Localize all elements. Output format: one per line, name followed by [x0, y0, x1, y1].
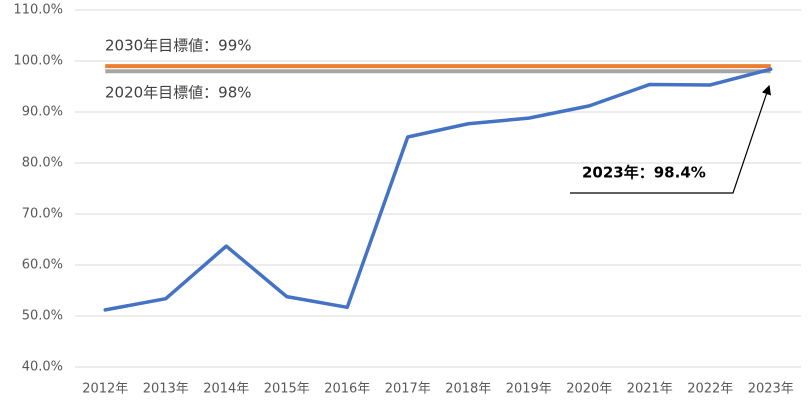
data-line	[103, 67, 773, 312]
y-tick-label: 40.0%	[22, 360, 63, 375]
y-tick-label: 110.0%	[13, 3, 63, 18]
y-tick-label: 80.0%	[22, 156, 63, 171]
y-tick-label: 50.0%	[22, 309, 63, 324]
x-tick-label: 2017年	[385, 382, 431, 397]
x-tick-label: 2013年	[143, 382, 189, 397]
x-tick-label: 2015年	[264, 382, 310, 397]
x-tick-label: 2023年	[748, 382, 794, 397]
annotation-arrow	[570, 84, 771, 194]
x-tick-label: 2019年	[506, 382, 552, 397]
y-tick-label: 70.0%	[22, 207, 63, 222]
x-tick-label: 2021年	[627, 382, 673, 397]
x-tick-label: 2018年	[445, 382, 491, 397]
x-tick-label: 2022年	[687, 382, 733, 397]
x-tick-label: 2014年	[203, 382, 249, 397]
x-tick-label: 2016年	[324, 382, 370, 397]
x-tick-label: 2012年	[82, 382, 128, 397]
y-tick-label: 100.0%	[13, 54, 63, 69]
y-tick-label: 60.0%	[22, 258, 63, 273]
x-tick-label: 2020年	[566, 382, 612, 397]
reference-label: 2020年目標値：98%	[105, 84, 252, 102]
reference-label: 2030年目標値：99%	[105, 37, 252, 55]
y-tick-label: 90.0%	[22, 105, 63, 120]
annotation-text: 2023年：98.4%	[582, 164, 706, 182]
